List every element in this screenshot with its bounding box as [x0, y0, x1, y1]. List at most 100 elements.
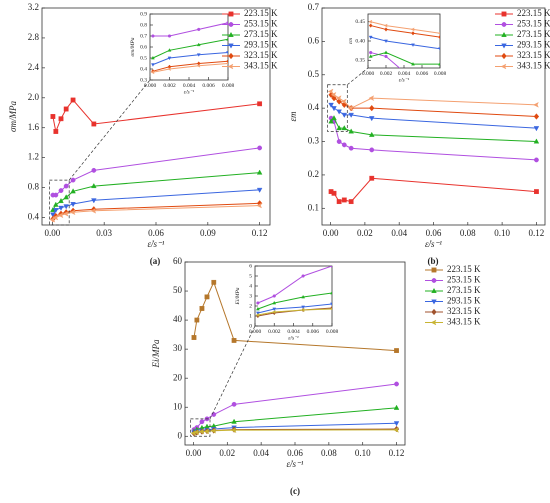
marker: [256, 202, 263, 209]
x-tick-label: 0.08: [460, 228, 476, 238]
plot-frame: [184, 261, 406, 446]
marker: [58, 205, 64, 211]
x-tick-label: 0.000: [144, 83, 157, 89]
marker: [368, 116, 375, 122]
chart-panel: 0.00 0.02 0.04 0.06 0.08 0.10 0.12010203040506…: [151, 256, 481, 496]
series-line: [52, 205, 260, 221]
marker: [430, 319, 437, 326]
y-axis-label: σm/MPa: [130, 37, 136, 56]
marker: [226, 21, 228, 25]
x-tick-label: 0.10: [355, 448, 371, 458]
marker: [211, 279, 217, 285]
marker: [256, 306, 260, 311]
marker: [151, 63, 155, 67]
y-tick-label: 2.8: [28, 32, 40, 42]
marker: [204, 294, 210, 300]
marker: [58, 116, 64, 122]
y-tick-label: 0.4: [140, 66, 147, 72]
series-line: [52, 189, 260, 215]
marker: [226, 37, 228, 41]
y-tick-label: 0: [249, 323, 252, 329]
y-tick-label: 30: [173, 343, 183, 353]
marker: [348, 112, 354, 118]
marker: [199, 419, 205, 425]
marker: [438, 47, 440, 51]
legend-label: 223.15 K: [447, 264, 481, 274]
y-axis-label: εm: [348, 38, 354, 44]
marker: [210, 427, 217, 434]
inset: 0.000 0.002 0.004 0.006 0.008 0.3 0.4 0.5 0.6 0.7…: [130, 11, 235, 95]
marker: [197, 27, 201, 31]
y-tick-label: 5: [249, 273, 252, 279]
legend-label: 293.15 K: [244, 40, 278, 50]
marker: [368, 95, 375, 101]
marker: [336, 125, 342, 131]
legend-label: 253.15 K: [244, 19, 278, 29]
marker: [58, 198, 64, 204]
x-tick-label: 0.008: [222, 83, 235, 89]
marker: [368, 131, 375, 137]
marker: [231, 338, 237, 343]
marker: [256, 311, 260, 316]
panel-label: (b): [428, 256, 439, 266]
x-tick-label: 0.10: [494, 228, 510, 238]
marker: [331, 106, 337, 112]
series-line: [152, 52, 228, 66]
marker: [272, 294, 276, 298]
legend-label: 323.15 K: [244, 50, 278, 60]
y-tick-label: 0.4: [308, 102, 320, 112]
x-tick-label: 0.008: [434, 71, 447, 77]
marker: [501, 31, 507, 37]
series-line: [257, 266, 332, 304]
series-line: [257, 308, 332, 316]
legend-label: 253.15 K: [447, 275, 481, 285]
marker: [91, 121, 97, 127]
legend-label: 323.15 K: [447, 306, 481, 316]
panel-label: (a): [150, 256, 161, 266]
marker: [167, 56, 172, 61]
chart-panel: 0.00 0.02 0.04 0.06 0.08 0.10 0.12 0.1 0.2 0.3 0.4…: [288, 2, 550, 266]
legend-label: 343.15 K: [517, 61, 550, 71]
marker: [256, 301, 260, 305]
panel-label: (c): [290, 486, 300, 496]
marker: [257, 101, 263, 107]
marker: [341, 112, 348, 118]
x-tick-label: 0.002: [268, 329, 281, 335]
marker: [231, 401, 237, 407]
legend-label: 273.15 K: [244, 29, 278, 39]
y-tick-label: 0.7: [308, 2, 320, 12]
marker: [431, 267, 437, 273]
legend-label: 293.15 K: [447, 296, 481, 306]
marker: [151, 55, 155, 60]
y-tick-label: 0.9: [140, 11, 147, 17]
y-tick-label: 0.45: [355, 19, 365, 25]
y-tick-label: 0.6: [308, 35, 320, 45]
y-tick-label: 0.5: [308, 69, 320, 79]
marker: [369, 147, 375, 153]
y-tick-label: 1.2: [28, 152, 39, 162]
x-tick-label: 0.006: [202, 83, 215, 89]
marker: [384, 39, 388, 44]
legend-label: 273.15 K: [517, 29, 550, 39]
y-tick-label: 0.5: [140, 55, 147, 61]
legend-label: 253.15 K: [517, 19, 550, 29]
marker: [272, 300, 277, 305]
x-axis-label: ε̇/s⁻¹: [288, 335, 299, 341]
legend-label: 223.15 K: [517, 8, 550, 18]
marker: [411, 62, 415, 66]
marker: [90, 207, 97, 214]
marker: [411, 31, 415, 36]
marker: [226, 59, 228, 64]
marker: [439, 82, 442, 85]
x-tick-label: 0.004: [287, 329, 300, 335]
legend-label: 273.15 K: [447, 285, 481, 295]
marker: [330, 290, 332, 295]
series-line: [370, 25, 440, 38]
marker: [62, 210, 69, 217]
x-tick-label: 0.00: [323, 228, 339, 238]
series-line: [152, 22, 228, 37]
legend-label: 293.15 K: [517, 40, 550, 50]
zoom-connector: [347, 67, 369, 86]
y-axis-label: εm: [288, 111, 298, 122]
marker: [383, 23, 388, 28]
